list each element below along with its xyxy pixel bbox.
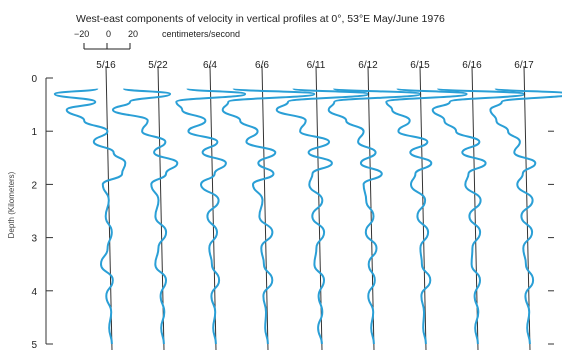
y-axis: Depth (Kilometers) 0 1 2 3 4 5 xyxy=(7,74,53,351)
profile-date-label: 6/11 xyxy=(307,60,326,71)
y-tick-label: 3 xyxy=(31,234,37,245)
profile-date-label: 5/16 xyxy=(96,60,116,71)
profile-6-6: 6/6 xyxy=(221,60,316,351)
profile-velocity-line xyxy=(275,87,370,345)
y-tick-label: 4 xyxy=(31,287,37,298)
profile-date-label: 6/15 xyxy=(410,60,430,71)
profile-velocity-line xyxy=(489,87,562,345)
profile-baseline xyxy=(367,65,375,351)
profile-velocity-line xyxy=(175,87,247,345)
profile-6-17: 6/17 xyxy=(489,60,562,351)
chart-title: West-east components of velocity in vert… xyxy=(76,13,445,25)
profile-6-15: 6/15 xyxy=(385,60,468,351)
profile-velocity-line xyxy=(327,87,422,345)
profile-date-label: 6/16 xyxy=(462,60,482,71)
profile-date-label: 6/17 xyxy=(514,60,534,71)
y-tick-label: 5 xyxy=(31,340,37,351)
profile-date-label: 6/4 xyxy=(203,60,217,71)
profile-baseline xyxy=(157,65,165,351)
scale-tick-label-left: −20 xyxy=(74,29,89,39)
profile-velocity-line xyxy=(221,87,316,345)
scale-bar: −20 0 20 centimeters/second xyxy=(74,29,240,50)
profile-velocity-line xyxy=(53,87,127,345)
profile-6-12: 6/12 xyxy=(327,60,422,351)
profile-6-11: 6/11 xyxy=(275,60,370,351)
profile-date-label: 6/6 xyxy=(255,60,269,71)
profile-date-label: 6/12 xyxy=(358,60,378,71)
y-tick-label: 2 xyxy=(31,180,37,191)
profile-baseline xyxy=(261,65,269,351)
profile-5-16: 5/16 xyxy=(53,60,127,351)
profile-velocity-line xyxy=(385,87,468,345)
scale-tick-label-center: 0 xyxy=(106,29,111,39)
profile-date-label: 5/22 xyxy=(148,60,168,71)
profile-velocity-line xyxy=(111,87,179,345)
y-tick-label: 1 xyxy=(31,127,37,138)
scale-unit-label: centimeters/second xyxy=(162,29,240,39)
profile-6-4: 6/4 xyxy=(175,60,247,351)
profile-baseline xyxy=(105,65,113,351)
profile-baseline xyxy=(419,65,427,351)
y-axis-ticks: 0 1 2 3 4 5 xyxy=(31,74,53,351)
profile-velocity-line xyxy=(431,87,526,345)
profile-6-16: 6/16 xyxy=(431,60,526,351)
profile-5-22: 5/22 xyxy=(111,60,179,351)
y-axis-label: Depth (Kilometers) xyxy=(7,171,16,238)
y-tick-label: 0 xyxy=(31,74,37,85)
right-edge-ticks xyxy=(548,130,554,345)
scale-tick-label-right: 20 xyxy=(128,29,138,39)
profiles: 5/16 5/22 6/4 6/6 6/11 6/12 6/15 6/16 6/17 xyxy=(53,60,562,351)
